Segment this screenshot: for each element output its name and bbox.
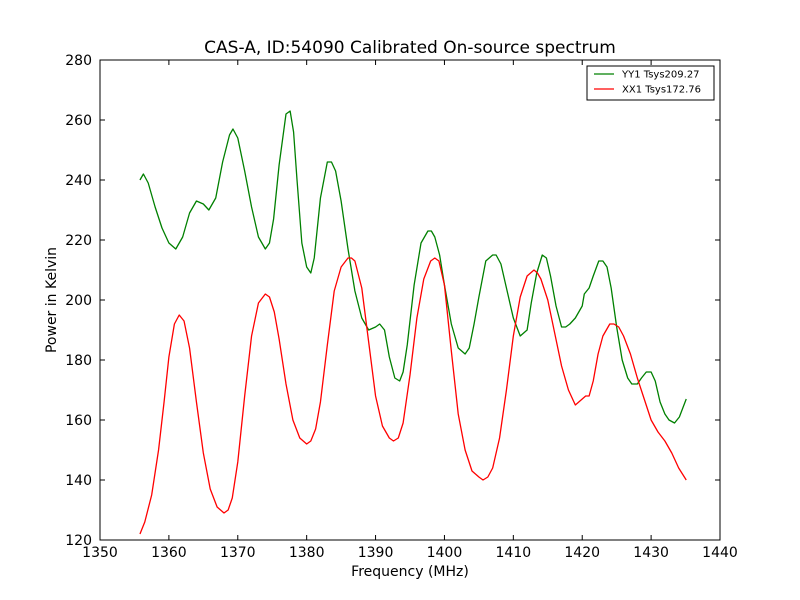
x-tick-label: 1360 [151, 545, 187, 561]
plot-area: 1350 1360 1370 1380 1390 1400 1410 1420 1430 1440… [65, 53, 738, 561]
legend-box [586, 65, 715, 101]
y-tick-label: 180 [65, 353, 92, 369]
legend-label-xx1: XX1 Tsys172.76 [622, 85, 701, 96]
series-line-xx1 [139, 257, 687, 535]
y-tick-label: 260 [65, 113, 92, 129]
y-axis-ticks: 120 140 160 180 200 220 240 260 280 [65, 53, 720, 549]
y-tick-label: 120 [65, 533, 92, 549]
y-tick-label: 160 [65, 413, 92, 429]
x-axis-ticks: 1350 1360 1370 1380 1390 1400 1410 1420 1430 1440 [82, 60, 738, 561]
x-tick-label: 1410 [496, 545, 532, 561]
legend: YY1 Tsys209.27 XX1 Tsys172.76 [586, 65, 715, 101]
x-tick-label: 1440 [702, 545, 738, 561]
y-tick-label: 200 [65, 293, 92, 309]
series-layer [139, 110, 687, 535]
y-axis-label: Power in Kelvin [44, 247, 60, 353]
x-axis-label: Frequency (MHz) [351, 564, 469, 580]
x-tick-label: 1350 [82, 545, 118, 561]
y-tick-label: 240 [65, 173, 92, 189]
x-tick-label: 1370 [220, 545, 256, 561]
y-tick-label: 220 [65, 233, 92, 249]
x-tick-label: 1390 [358, 545, 394, 561]
series-line-yy1 [139, 110, 687, 424]
x-tick-label: 1420 [564, 545, 600, 561]
y-tick-label: 280 [65, 53, 92, 69]
y-tick-label: 140 [65, 473, 92, 489]
legend-label-yy1: YY1 Tsys209.27 [621, 70, 700, 81]
x-tick-label: 1430 [633, 545, 669, 561]
chart-title: CAS-A, ID:54090 Calibrated On-source spe… [204, 38, 616, 58]
x-tick-label: 1380 [289, 545, 325, 561]
x-tick-label: 1400 [427, 545, 463, 561]
